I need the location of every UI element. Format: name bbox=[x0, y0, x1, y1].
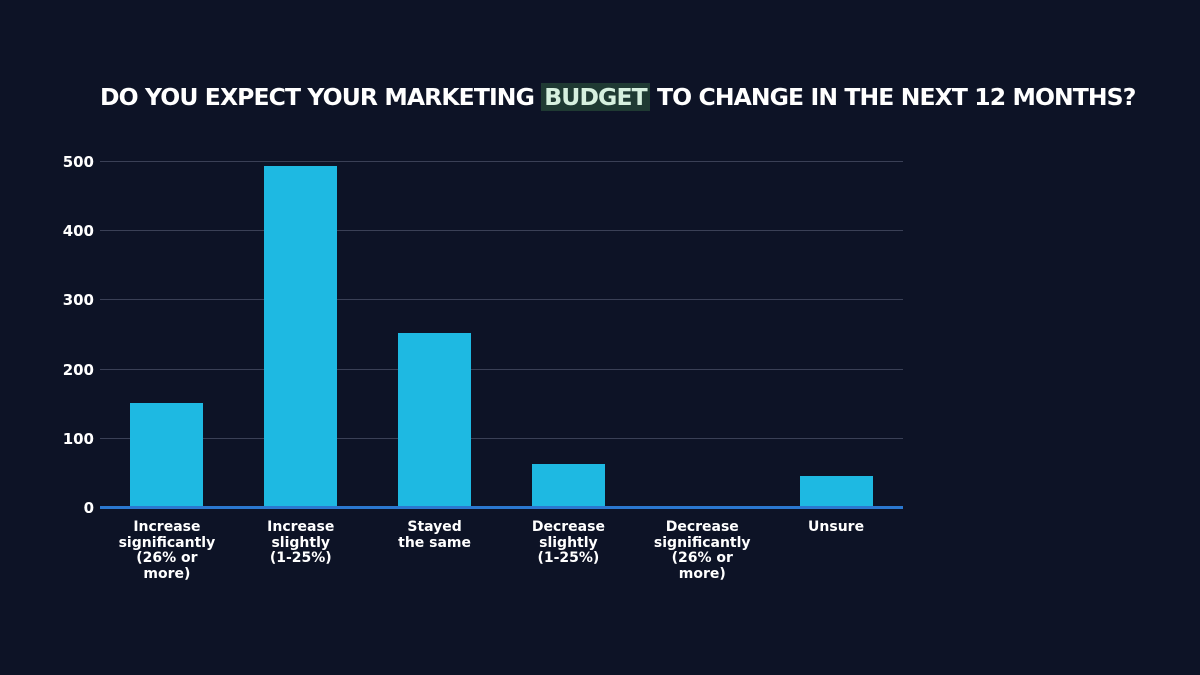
gridline bbox=[100, 230, 903, 232]
bar bbox=[398, 333, 472, 507]
x-tick-label: Increase significantly (26% or more) bbox=[118, 519, 216, 582]
x-tick-label: Increase slightly (1-25%) bbox=[267, 519, 335, 566]
y-tick-label: 300 bbox=[62, 291, 94, 310]
gridline bbox=[100, 437, 903, 439]
y-tick-label: 400 bbox=[62, 222, 94, 241]
title-part-2: TO CHANGE IN THE NEXT 12 MONTHS? bbox=[649, 83, 1136, 111]
bar bbox=[531, 464, 605, 507]
bar bbox=[799, 475, 873, 507]
y-tick-label: 100 bbox=[62, 429, 94, 448]
chart-title: DO YOU EXPECT YOUR MARKETING BUDGET TO C… bbox=[100, 82, 1136, 112]
x-axis-line bbox=[100, 506, 903, 509]
gridline bbox=[100, 368, 903, 370]
gridline bbox=[100, 161, 903, 162]
y-tick-label: 200 bbox=[62, 360, 94, 379]
y-tick-label: 500 bbox=[62, 153, 94, 171]
x-tick-label: Decrease significantly (26% or more) bbox=[653, 519, 751, 582]
y-tick-label: 0 bbox=[83, 499, 94, 517]
x-tick-label: Stayed the same bbox=[398, 519, 472, 551]
x-tick-label: Decrease slightly (1-25%) bbox=[531, 519, 605, 566]
x-tick-label: Unsure bbox=[808, 519, 865, 535]
gridline bbox=[100, 299, 903, 301]
title-highlight: BUDGET bbox=[541, 83, 650, 111]
title-part-1: DO YOU EXPECT YOUR MARKETING bbox=[100, 83, 542, 111]
bar bbox=[264, 165, 338, 507]
bar bbox=[130, 403, 204, 507]
